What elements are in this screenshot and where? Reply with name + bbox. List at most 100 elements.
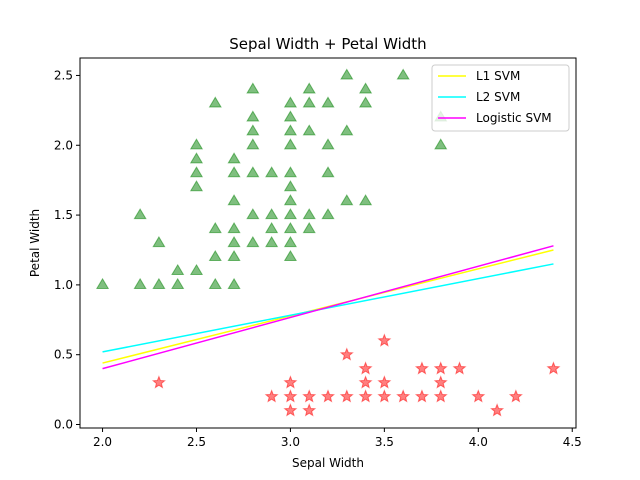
legend-box — [431, 64, 570, 132]
data-point-star — [320, 389, 336, 403]
data-point-triangle — [302, 222, 316, 234]
data-point-triangle — [152, 236, 166, 248]
plot-frame — [79, 57, 577, 429]
data-point-star — [151, 375, 166, 389]
data-point-triangle — [133, 277, 147, 289]
x-axis: 2.0 2.5 3.0 3.5 4.0 4.5 — [93, 428, 582, 449]
data-point-star — [471, 389, 486, 403]
data-point-triangle — [434, 138, 448, 150]
data-point-star — [546, 361, 561, 375]
x-tick-label: 2.0 — [93, 435, 112, 449]
data-point-triangle — [171, 277, 185, 289]
x-tick-label: 4.0 — [469, 435, 488, 449]
data-point-triangle — [189, 166, 204, 178]
data-point-star — [396, 389, 411, 403]
data-point-star — [302, 403, 317, 417]
data-point-triangle — [227, 249, 241, 262]
y-tick-label: 0.5 — [54, 348, 73, 362]
data-point-triangle — [189, 263, 204, 276]
data-point-triangle — [189, 138, 204, 150]
data-point-triangle — [227, 152, 241, 164]
data-point-star — [433, 375, 448, 389]
data-point-triangle — [321, 208, 335, 220]
y-tick-label: 2.5 — [54, 68, 73, 82]
data-point-triangle — [227, 166, 241, 178]
data-point-triangle — [283, 166, 298, 178]
data-point-triangle — [283, 208, 298, 220]
legend-label: Logistic SVM — [476, 111, 552, 125]
data-point-triangle — [283, 180, 298, 192]
data-point-triangle — [265, 208, 279, 220]
data-point-triangle — [265, 222, 279, 234]
y-tick-label: 1.0 — [54, 278, 73, 292]
x-tick-label: 4.5 — [563, 435, 582, 449]
data-point-triangle — [340, 68, 354, 80]
data-point-triangle — [246, 110, 260, 122]
data-point-triangle — [152, 277, 166, 289]
data-point-triangle — [208, 222, 222, 234]
data-point-triangle — [189, 152, 204, 164]
x-tick-label: 3.0 — [281, 435, 300, 449]
data-point-triangle — [302, 82, 316, 94]
data-point-triangle — [265, 236, 279, 248]
y-axis-label: Petal Width — [28, 209, 42, 277]
data-point-triangle — [358, 194, 373, 206]
data-point-star — [414, 389, 429, 403]
data-point-triangle — [321, 96, 335, 108]
data-point-triangle — [283, 249, 298, 262]
data-point-triangle — [283, 236, 298, 248]
data-point-triangle — [340, 194, 354, 206]
data-point-triangle — [302, 208, 316, 220]
data-point-triangle — [283, 96, 298, 108]
y-axis: 0.0 0.5 1.0 1.5 2.0 2.5 — [54, 68, 80, 432]
data-point-triangle — [283, 110, 298, 122]
data-point-star — [508, 389, 523, 403]
data-point-triangle — [246, 138, 260, 150]
data-point-triangle — [321, 166, 335, 178]
data-point-triangle — [246, 124, 260, 136]
data-point-star — [377, 375, 392, 389]
data-point-triangle — [283, 222, 298, 234]
data-point-triangle — [283, 194, 298, 206]
data-point-star — [358, 375, 373, 389]
data-point-star — [414, 361, 429, 375]
data-point-triangle — [227, 222, 241, 234]
legend-label: L2 SVM — [476, 90, 520, 104]
data-point-star — [490, 403, 505, 417]
data-point-triangle — [208, 96, 222, 108]
data-point-triangle — [133, 208, 147, 220]
data-point-star — [283, 403, 298, 417]
data-point-star — [433, 389, 448, 403]
data-point-triangle — [265, 166, 279, 178]
y-tick-label: 0.0 — [54, 418, 73, 432]
data-point-star — [433, 361, 448, 375]
data-point-star — [339, 347, 354, 361]
data-point-star — [452, 361, 467, 375]
legend: L1 SVM L2 SVM Logistic SVM — [431, 64, 570, 132]
data-point-triangle — [189, 180, 204, 192]
data-point-triangle — [358, 82, 373, 94]
data-point-star — [283, 389, 298, 403]
data-point-star — [283, 375, 298, 389]
data-point-triangle — [396, 68, 410, 80]
data-point-star — [302, 389, 317, 403]
data-point-triangle — [358, 96, 373, 108]
data-point-triangle — [171, 263, 185, 276]
data-point-star — [377, 333, 392, 347]
data-point-star — [264, 389, 279, 403]
y-tick-label: 2.0 — [54, 138, 73, 152]
data-point-triangle — [283, 138, 298, 150]
data-point-triangle — [227, 236, 241, 248]
data-point-triangle — [208, 277, 222, 289]
legend-label: L1 SVM — [476, 69, 520, 83]
x-tick-label: 3.5 — [375, 435, 394, 449]
x-axis-label: Sepal Width — [292, 456, 364, 470]
data-point-triangle — [302, 124, 316, 136]
data-point-star — [358, 361, 373, 375]
data-point-star — [339, 389, 354, 403]
plot-area — [95, 68, 561, 417]
data-point-star — [377, 389, 392, 403]
data-point-triangle — [302, 96, 316, 108]
line-logistic-svm — [102, 245, 554, 370]
